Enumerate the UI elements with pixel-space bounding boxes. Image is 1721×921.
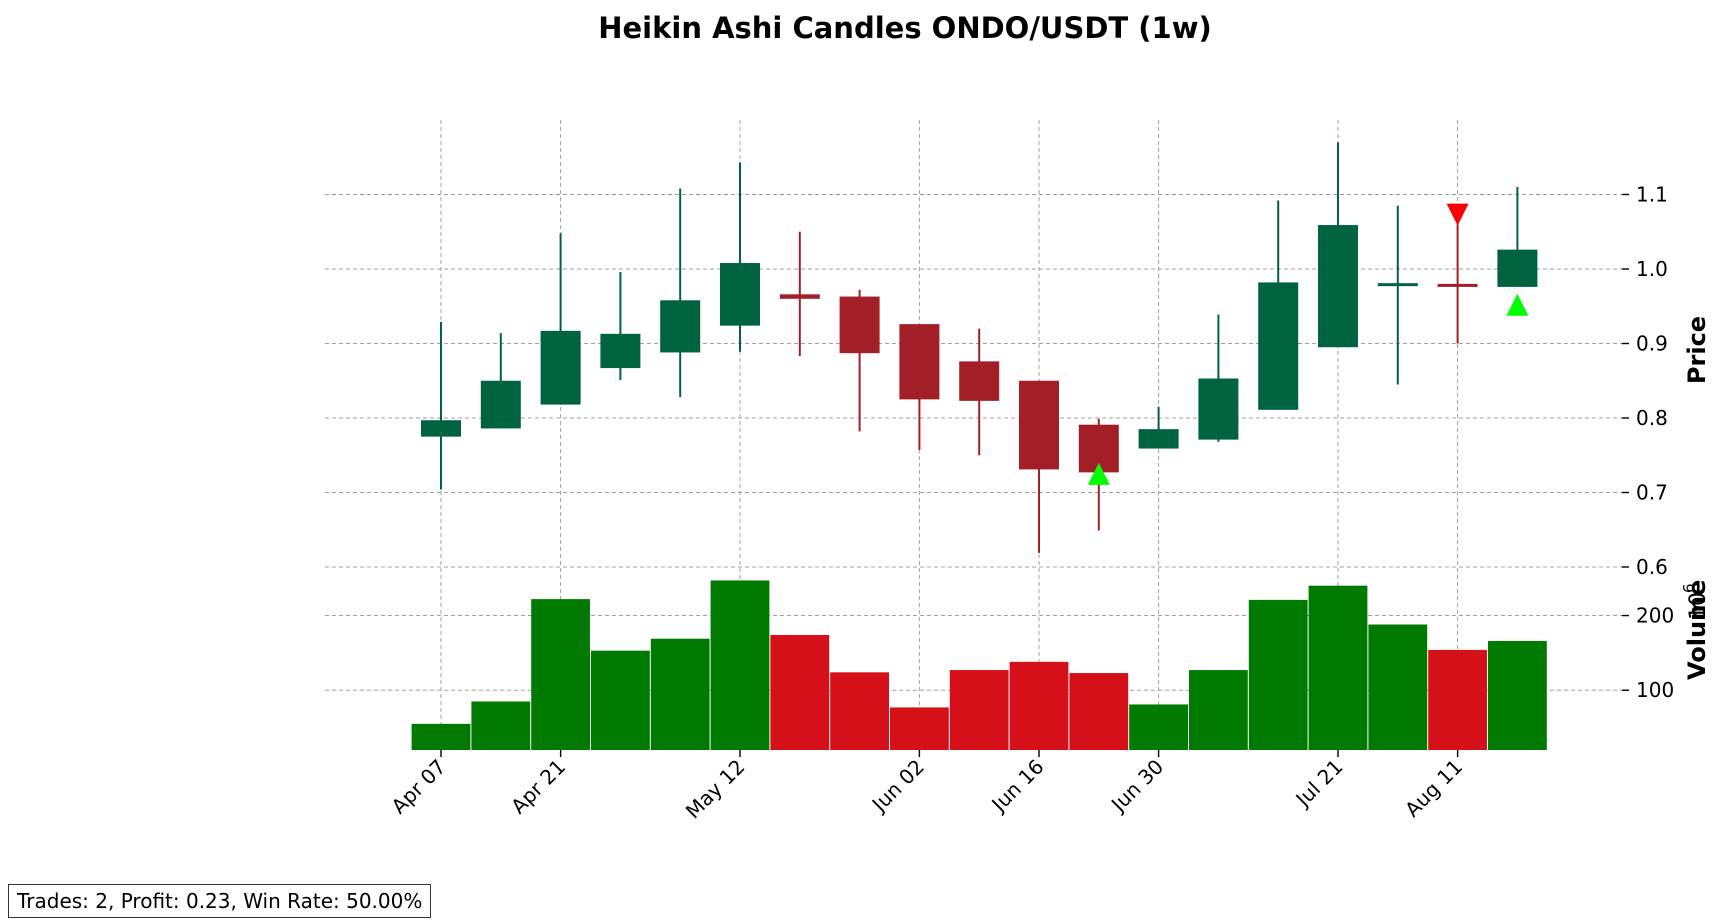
volume-bar	[1129, 704, 1188, 750]
volume-bar	[710, 580, 770, 750]
price-tick-label: 0.7	[1636, 481, 1668, 505]
date-tick-label: Apr 21	[506, 755, 570, 819]
price-axis-label: Price	[1683, 316, 1711, 384]
price-tick-label: 1.1	[1636, 183, 1668, 207]
volume-bar	[1069, 673, 1129, 750]
volume-bar	[949, 670, 1009, 750]
date-tick-label: Jun 16	[986, 755, 1049, 818]
buy-marker	[1087, 462, 1110, 485]
candle-body	[899, 324, 940, 400]
candle-body	[720, 263, 760, 326]
svg-text:6: 6	[1680, 583, 1698, 593]
volume-axis-label: Volume	[1683, 580, 1711, 680]
volume-bar	[411, 723, 471, 750]
candle-body	[779, 294, 820, 299]
volume-bar	[1009, 661, 1069, 750]
date-tick-label: Jul 21	[1290, 755, 1348, 813]
candle-body	[959, 361, 1000, 401]
candle-body	[839, 296, 880, 354]
price-tick-label: 0.6	[1636, 555, 1668, 579]
volume-bar	[650, 638, 710, 750]
candle-body	[600, 333, 641, 369]
candle-body	[421, 420, 461, 437]
date-tick-label: Aug 11	[1400, 755, 1467, 822]
volume-bar	[1189, 670, 1248, 750]
volume-bar	[471, 701, 531, 750]
volume-bar	[1308, 585, 1368, 750]
volume-bar	[1428, 649, 1487, 750]
candle-body	[1437, 283, 1478, 287]
candles	[421, 142, 1538, 553]
svg-text:10: 10	[1686, 592, 1711, 620]
chart-title: Heikin Ashi Candles ONDO/USDT (1w)	[598, 11, 1212, 45]
date-tick-label: Jun 02	[866, 755, 929, 818]
volume-bars	[411, 580, 1547, 750]
volume-bar	[890, 707, 949, 750]
candle-body	[1318, 225, 1358, 348]
volume-bar	[531, 599, 590, 750]
volume-bar	[1368, 624, 1428, 750]
buy-marker	[1506, 293, 1529, 316]
sell-marker	[1446, 203, 1469, 226]
svg-text:Volume: Volume	[1683, 580, 1711, 680]
candle-body	[1258, 282, 1299, 410]
grid	[325, 120, 1622, 750]
volume-multiplier-label: 10 6	[1680, 583, 1711, 620]
candle-body	[1198, 378, 1239, 440]
date-tick-label: May 12	[681, 755, 750, 824]
volume-bar	[770, 634, 830, 750]
candle-body	[660, 300, 701, 353]
volume-bar	[1248, 599, 1308, 750]
volume-bar	[591, 650, 650, 750]
candle-body	[1497, 249, 1538, 287]
volume-tick-label: 100	[1636, 678, 1674, 702]
price-tick-label: 0.8	[1636, 406, 1668, 430]
candle-body	[1377, 283, 1418, 287]
trade-stats-box: Trades: 2, Profit: 0.23, Win Rate: 50.00…	[8, 884, 432, 918]
date-tick-label: Jun 30	[1105, 755, 1168, 818]
volume-tick-label: 200	[1636, 604, 1674, 628]
candle-body	[1138, 429, 1179, 449]
volume-bar	[830, 672, 889, 750]
candle-body	[480, 380, 521, 429]
price-tick-label: 1.0	[1636, 257, 1668, 281]
candle-body	[540, 330, 581, 405]
date-tick-label: Apr 07	[387, 755, 451, 819]
candle-body	[1019, 380, 1059, 470]
trade-stats-text: Trades: 2, Profit: 0.23, Win Rate: 50.00…	[17, 889, 423, 913]
trade-markers	[1087, 203, 1529, 485]
price-tick-label: 0.9	[1636, 332, 1668, 356]
volume-bar	[1488, 640, 1547, 750]
